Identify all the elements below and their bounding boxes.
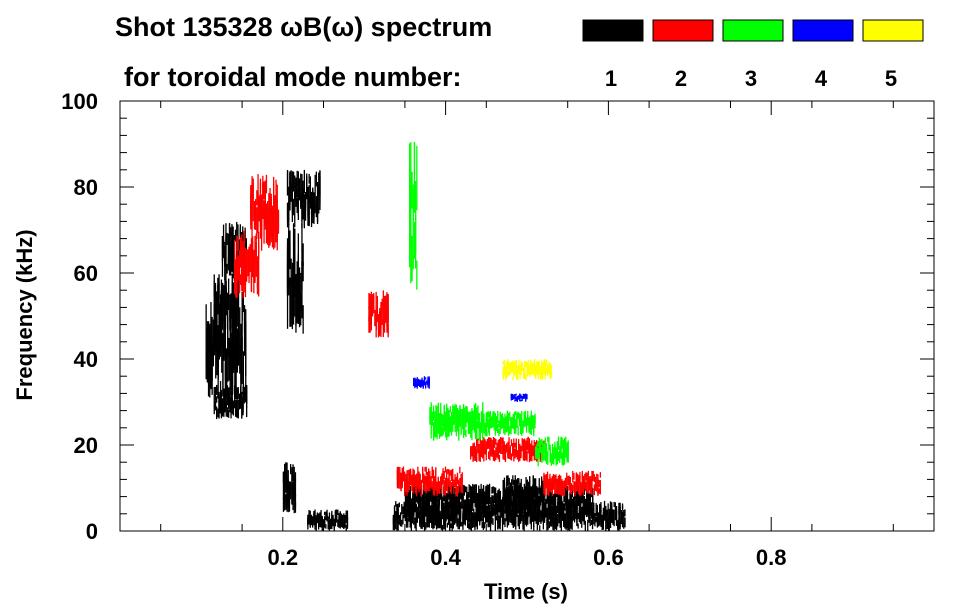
mode-3-region-19	[486, 410, 536, 437]
mode-1-region-7	[307, 509, 349, 531]
mode-2-region-14	[396, 466, 463, 497]
y-tick-label: 20	[74, 433, 98, 458]
mode-1-region-5	[286, 223, 304, 334]
legend-label-1: 1	[605, 66, 617, 91]
legend-swatch-2	[652, 19, 714, 42]
legend-label-5: 5	[885, 66, 897, 91]
x-axis-label: Time (s)	[484, 579, 568, 604]
x-tick-label: 0.8	[756, 545, 787, 570]
mode-3-region-17	[409, 142, 418, 290]
mode-1-region-6	[282, 462, 297, 514]
x-tick-label: 0.2	[268, 545, 299, 570]
chart-title-line2: for toroidal mode number:	[124, 62, 462, 92]
mode-1-region-2	[213, 274, 239, 336]
axes: 0.2 0.4 0.6 0.8 0 20 40 60 80 100	[61, 89, 934, 570]
mode-2-region-12	[234, 230, 260, 299]
x-tick-label: 0.6	[593, 545, 624, 570]
y-tick-label: 60	[74, 261, 98, 286]
legend-label-4: 4	[815, 66, 828, 91]
mode-1-region-1	[213, 384, 248, 420]
plot-frame	[119, 100, 935, 532]
mode-3-region-18	[429, 402, 487, 441]
x-tick-label: 0.4	[430, 545, 461, 570]
mode-2-region-13	[368, 290, 389, 338]
y-tick-label: 0	[86, 519, 98, 544]
legend-swatch-4	[792, 19, 854, 42]
mode-4-region-21	[413, 376, 430, 389]
mode-2-region-16	[543, 470, 601, 497]
y-tick-label: 100	[61, 89, 98, 114]
legend-label-2: 2	[675, 66, 687, 91]
legend-swatch-5	[862, 19, 924, 42]
mode-3-region-20	[535, 436, 569, 467]
legend-swatch-3	[722, 19, 784, 42]
y-axis-label: Frequency (kHz)	[12, 229, 37, 400]
y-tick-label: 80	[74, 175, 98, 200]
mode-1-region-10	[502, 475, 544, 510]
mode-1-region-4	[286, 169, 321, 229]
legend-label-3: 3	[745, 66, 757, 91]
mode-2-region-15	[470, 436, 545, 463]
chart-title-line1: Shot 135328 ωB(ω) spectrum	[115, 12, 492, 42]
plot-marks	[205, 142, 626, 531]
mode-5-region-23	[502, 359, 552, 381]
legend-swatch-1	[582, 19, 644, 42]
y-tick-label: 40	[74, 347, 98, 372]
mode-4-region-22	[510, 393, 528, 402]
mode-2-region-11	[250, 174, 280, 251]
legend: 1 2 3 4 5	[582, 19, 924, 91]
